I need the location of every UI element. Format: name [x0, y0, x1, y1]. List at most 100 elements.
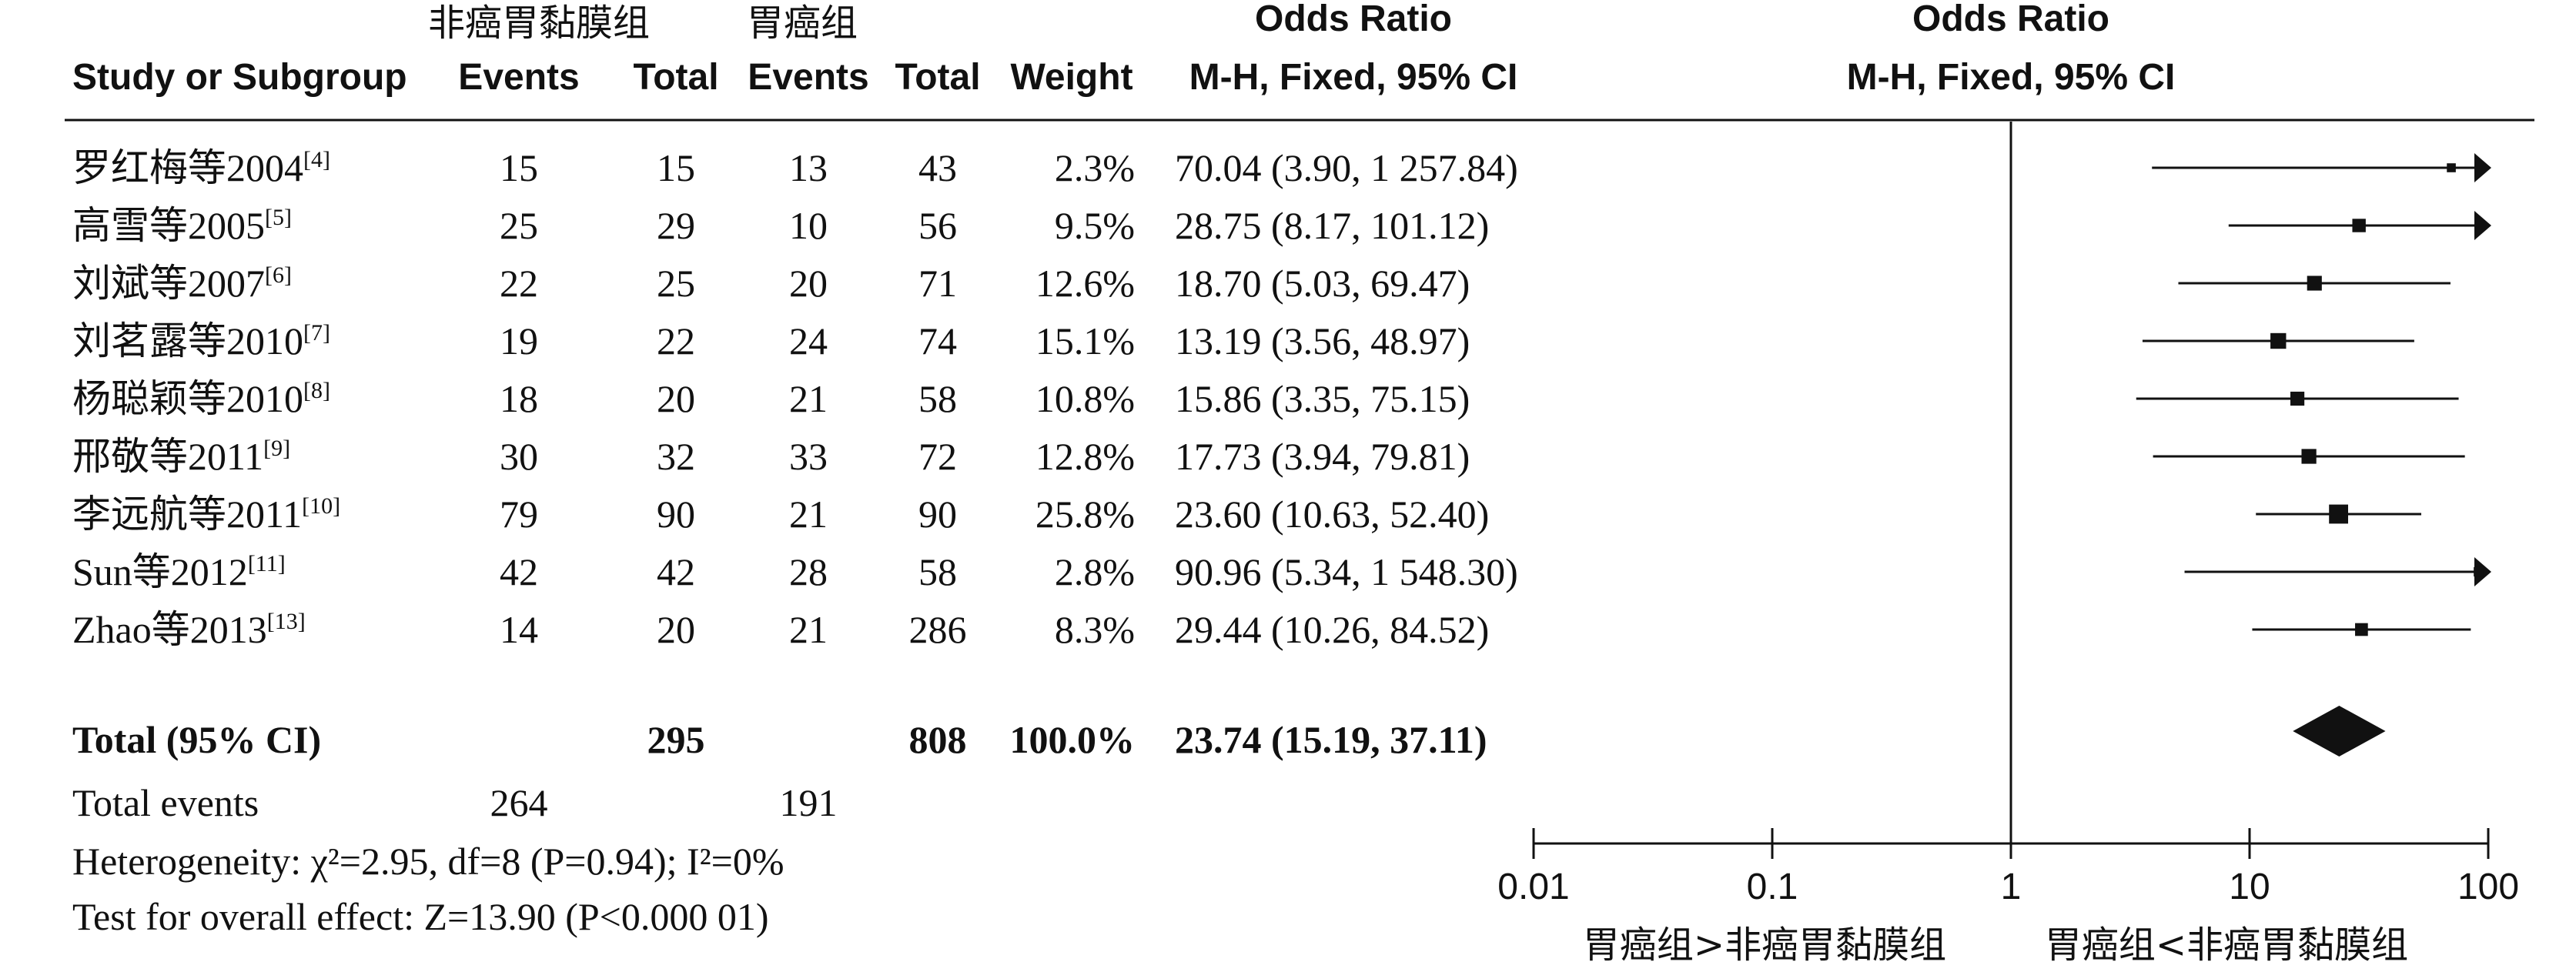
g1-total-header: Total [633, 57, 718, 98]
study-or-ci: 23.60 (10.63, 52.40) [1175, 493, 1489, 536]
point-estimate [2447, 163, 2456, 172]
ci-arrow [2474, 153, 2491, 182]
study-weight: 2.8% [1055, 550, 1135, 593]
study-row: 刘茗露等2010[7] 19 22 24 74 15.1% 13.19 (3.56, 48.… [72, 319, 1470, 362]
g2-total: 286 [909, 608, 967, 651]
g1-total: 15 [657, 146, 695, 189]
plot-title: Odds Ratio [1912, 0, 2109, 39]
g2-total: 90 [918, 493, 957, 536]
study-weight: 9.5% [1055, 204, 1135, 247]
study-weight: 12.8% [1035, 435, 1135, 478]
g1-total: 90 [657, 493, 695, 536]
study-weight: 25.8% [1035, 493, 1135, 536]
g1-total: 22 [657, 319, 695, 362]
pooled-diamond [2293, 706, 2386, 757]
study-column-header: Study or Subgroup [72, 57, 407, 98]
g2-total: 58 [918, 550, 957, 593]
group2-header: 胃癌组 [747, 2, 858, 45]
g1-events: 42 [500, 550, 538, 593]
study-row: 刘斌等2007[6] 22 25 20 71 12.6% 18.70 (5.03, 69.4… [72, 262, 1470, 305]
study-reference: [6] [265, 262, 292, 288]
g2-total: 56 [918, 204, 957, 247]
g1-total-events: 264 [490, 781, 548, 824]
study-reference: [7] [303, 320, 330, 346]
g1-total: 25 [657, 262, 695, 305]
g2-events-header: Events [748, 57, 868, 98]
total-weight: 100.0% [1010, 718, 1136, 761]
right-direction-label: 胃癌组<非癌胃黏膜组 [2045, 924, 2408, 962]
g2-total: 74 [918, 319, 957, 362]
g1-events: 15 [500, 146, 538, 189]
point-estimate [2307, 276, 2322, 291]
point-estimate [2270, 332, 2287, 349]
study-name: Zhao等2013[13] [72, 608, 306, 651]
point-estimate [2329, 504, 2348, 524]
study-reference: [13] [267, 609, 306, 634]
g2-events: 21 [789, 377, 828, 420]
study-row: 高雪等2005[5] 25 29 10 56 9.5% 28.75 (8.17, 101.1… [72, 204, 1489, 247]
ci-arrow [2474, 211, 2491, 240]
point-estimate [2355, 623, 2368, 636]
study-weight: 15.1% [1035, 319, 1135, 362]
g2-events: 24 [789, 319, 828, 362]
g1-total: 29 [657, 204, 695, 247]
study-reference: [5] [265, 205, 292, 230]
g2-total: 58 [918, 377, 957, 420]
study-row: 李远航等2011[10] 79 90 21 90 25.8% 23.60 (10.63, 5… [72, 493, 1489, 536]
left-direction-label: 胃癌组>非癌胃黏膜组 [1583, 924, 1946, 962]
point-estimate [2474, 566, 2484, 577]
g2-events: 13 [789, 146, 828, 189]
study-row: 罗红梅等2004[4] 15 15 13 43 2.3% 70.04 (3.90, 1 25… [72, 146, 1518, 189]
study-row: 邢敬等2011[9] 30 32 33 72 12.8% 17.73 (3.94, 79.8… [72, 435, 1470, 478]
g1-events: 30 [500, 435, 538, 478]
or-method-header: M-H, Fixed, 95% CI [1189, 57, 1518, 98]
g2-events: 21 [789, 493, 828, 536]
point-estimate [2290, 391, 2305, 406]
study-rows: 罗红梅等2004[4] 15 15 13 43 2.3% 70.04 (3.90, 1 25… [72, 146, 1518, 651]
g1-total: 20 [657, 377, 695, 420]
g1-events: 14 [500, 608, 538, 651]
study-or-ci: 18.70 (5.03, 69.47) [1175, 262, 1470, 305]
study-reference: [4] [303, 147, 330, 172]
study-reference: [10] [302, 493, 340, 519]
x-tick-label: 0.1 [1747, 867, 1798, 907]
g1-total-sum: 295 [647, 718, 705, 761]
study-reference: [9] [263, 436, 290, 461]
study-name: 杨聪颖等2010[8] [72, 377, 330, 420]
g1-events: 22 [500, 262, 538, 305]
g2-events: 21 [789, 608, 828, 651]
g2-events: 10 [789, 204, 828, 247]
study-row: Zhao等2013[13] 14 20 21 286 8.3% 29.44 (10.26, … [72, 608, 1489, 651]
study-weight: 2.3% [1055, 146, 1135, 189]
x-tick-label: 0.01 [1497, 867, 1569, 907]
study-reference: [8] [303, 378, 330, 403]
g1-events-header: Events [458, 57, 579, 98]
weight-header: Weight [1010, 57, 1132, 98]
study-name: 刘斌等2007[6] [72, 262, 292, 305]
overall-effect-text: Test for overall effect: Z=13.90 (P<0.00… [72, 895, 769, 938]
g2-total-events: 191 [780, 781, 838, 824]
study-name: 高雪等2005[5] [72, 204, 292, 247]
g2-total: 71 [918, 262, 957, 305]
g2-events: 20 [789, 262, 828, 305]
total-or: 23.74 (15.19, 37.11) [1175, 718, 1487, 761]
study-or-ci: 28.75 (8.17, 101.12) [1175, 204, 1489, 247]
study-weight: 8.3% [1055, 608, 1135, 651]
g2-total-header: Total [895, 57, 980, 98]
study-name: 罗红梅等2004[4] [72, 146, 330, 189]
total-label: Total (95% CI) [72, 718, 321, 761]
study-or-ci: 29.44 (10.26, 84.52) [1175, 608, 1489, 651]
study-row: Sun等2012[11] 42 42 28 58 2.8% 90.96 (5.34, 1 5… [72, 550, 1518, 593]
study-weight: 10.8% [1035, 377, 1135, 420]
study-name: 李远航等2011[10] [72, 493, 340, 536]
study-reference: [11] [248, 551, 286, 576]
study-or-ci: 17.73 (3.94, 79.81) [1175, 435, 1470, 478]
g2-total-sum: 808 [909, 718, 967, 761]
g2-events: 33 [789, 435, 828, 478]
study-weight: 12.6% [1035, 262, 1135, 305]
x-tick-label: 10 [2229, 867, 2270, 907]
g2-total: 43 [918, 146, 957, 189]
study-or-ci: 13.19 (3.56, 48.97) [1175, 319, 1470, 362]
study-name: 刘茗露等2010[7] [72, 319, 330, 362]
